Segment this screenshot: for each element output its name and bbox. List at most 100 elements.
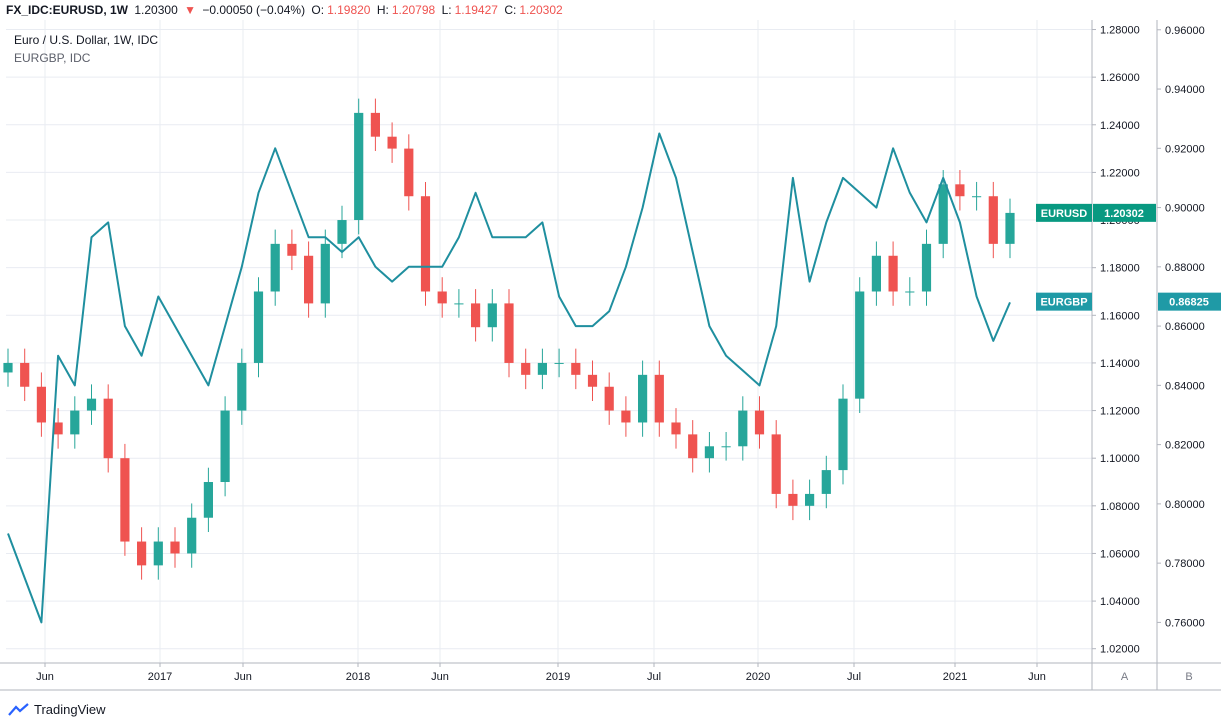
eurusd-candle-body — [387, 136, 397, 149]
eurgbp-series-tag-text: EURGBP — [1040, 297, 1087, 309]
eurusd-candle-body — [988, 196, 998, 244]
axis-b-tick-label: 0.82000 — [1165, 440, 1205, 452]
eurusd-candle-body — [671, 422, 681, 435]
axis-b-tick-label: 0.78000 — [1165, 558, 1205, 570]
eurusd-candle-body — [521, 362, 531, 375]
eurusd-candle-body — [487, 303, 497, 328]
eurusd-candle-body — [237, 362, 247, 411]
eurusd-candle-body — [36, 386, 46, 423]
time-tick-label: 2019 — [546, 671, 570, 683]
price-labels: EURUSD 1.20302 EURGBP 0.86825 — [1036, 203, 1221, 311]
tradingview-logo[interactable]: TradingView — [8, 702, 106, 717]
axis-a-tick-label: 1.08000 — [1100, 501, 1140, 513]
eurusd-candle-body — [86, 398, 97, 411]
eurusd-candle-body — [938, 184, 948, 244]
time-tick-label: 2020 — [746, 671, 770, 683]
change-down-icon: ▼ — [184, 3, 196, 17]
tradingview-icon — [8, 702, 29, 716]
time-tick-label: Jun — [1028, 671, 1046, 683]
eurusd-candle-body — [220, 410, 230, 483]
eurusd-candle-body — [771, 434, 781, 494]
time-tick-label: Jun — [234, 671, 252, 683]
eurusd-candle-body — [120, 458, 130, 542]
axis-b-tick-label: 0.94000 — [1165, 84, 1205, 96]
price-change: −0.00050 (−0.04%) — [202, 3, 306, 17]
eurusd-candle-body — [337, 220, 347, 244]
axis-b-letter: B — [1185, 671, 1192, 683]
axis-b-tick-label: 0.88000 — [1165, 262, 1205, 274]
eurusd-candle-body — [3, 362, 13, 373]
eurusd-candle-body — [137, 541, 147, 566]
high-value: 1.20798 — [391, 3, 436, 17]
close-value: 1.20302 — [519, 3, 563, 17]
eurusd-candle-body — [888, 255, 898, 292]
symbol-label[interactable]: FX_IDC:EURUSD, 1W — [6, 3, 129, 17]
eurusd-price-label — [1093, 203, 1156, 222]
eurusd-candle-body — [187, 517, 197, 554]
axis-a-tick-label: 1.28000 — [1100, 25, 1140, 37]
eurusd-candle-body — [754, 410, 765, 435]
eurusd-series-tag-text: EURUSD — [1041, 208, 1088, 220]
eurusd-candle-body — [354, 112, 364, 221]
eurusd-candle-body — [70, 410, 80, 435]
axis-a-tick-label: 1.12000 — [1100, 406, 1140, 418]
eurusd-candle-body — [420, 196, 431, 292]
axis-a-tick-label: 1.16000 — [1100, 310, 1140, 322]
time-tick-label: Jun — [431, 671, 449, 683]
axis-b-tick-label: 0.86000 — [1165, 321, 1205, 333]
eurusd-price-label-text: 1.20302 — [1104, 208, 1144, 220]
eurusd-candle-body — [153, 541, 163, 566]
eurusd-candle-body — [454, 303, 464, 305]
eurusd-candle-body — [788, 493, 798, 506]
eurusd-candle-body — [621, 410, 631, 423]
time-tick-label: 2021 — [943, 671, 967, 683]
grid — [6, 20, 1092, 663]
legend-main-series[interactable]: Euro / U.S. Dollar, 1W, IDC — [14, 33, 159, 47]
eurusd-candle-body — [654, 374, 664, 423]
eurusd-candle-body — [638, 374, 648, 423]
symbol-header: FX_IDC:EURUSD, 1W 1.20300 ▼ −0.00050 (−0… — [0, 0, 1221, 20]
high-label: H: — [376, 3, 389, 17]
eurusd-candle-body — [955, 184, 965, 197]
eurusd-series-tag — [1036, 203, 1092, 222]
eurusd-candle-body — [53, 422, 63, 435]
low-label: L: — [441, 3, 452, 17]
eurusd-candle-body — [370, 112, 380, 137]
eurusd-candle-body — [905, 291, 915, 293]
eurusd-candle-body — [738, 410, 748, 447]
open-label: O: — [311, 3, 325, 17]
eurusd-candle-body — [320, 243, 330, 304]
eurgbp-price-label-text: 0.86825 — [1169, 297, 1209, 309]
eurusd-candle-body — [287, 243, 297, 256]
axes: 1.280001.260001.240001.220001.200001.180… — [0, 20, 1221, 691]
axis-b-tick-label: 0.80000 — [1165, 499, 1205, 511]
time-tick-label: 2018 — [346, 671, 370, 683]
footer: TradingView — [0, 698, 1221, 723]
axis-a-tick-label: 1.22000 — [1100, 167, 1140, 179]
axis-a-tick-label: 1.06000 — [1100, 548, 1140, 560]
axis-a-tick-label: 1.14000 — [1100, 358, 1140, 370]
time-tick-label: Jun — [36, 671, 54, 683]
axis-a-tick-label: 1.24000 — [1100, 120, 1140, 132]
eurusd-candle-body — [203, 482, 213, 518]
axis-a-tick-label: 1.18000 — [1100, 263, 1140, 275]
axis-b-tick-label: 0.76000 — [1165, 617, 1205, 629]
eurgbp-line-layer — [7, 132, 1011, 624]
eurusd-candle-body — [304, 255, 314, 304]
open-value: 1.19820 — [327, 3, 371, 17]
eurusd-candles — [3, 98, 1015, 580]
eurusd-candle-body — [1005, 212, 1015, 244]
eurusd-candle-body — [972, 196, 982, 198]
eurusd-candle-body — [805, 493, 815, 506]
axis-b-tick-label: 0.92000 — [1165, 143, 1205, 155]
eurgbp-series-tag — [1036, 292, 1092, 311]
legend-compare-series[interactable]: EURGBP, IDC — [14, 51, 91, 65]
eurusd-candle-body — [404, 148, 414, 197]
eurusd-candle-body — [20, 362, 30, 387]
axis-a-tick-label: 1.04000 — [1100, 596, 1140, 608]
axis-a-tick-label: 1.26000 — [1100, 72, 1140, 84]
eurusd-candle-body — [604, 386, 614, 411]
low-value: 1.19427 — [454, 3, 498, 17]
eurusd-candle-body — [537, 362, 547, 375]
